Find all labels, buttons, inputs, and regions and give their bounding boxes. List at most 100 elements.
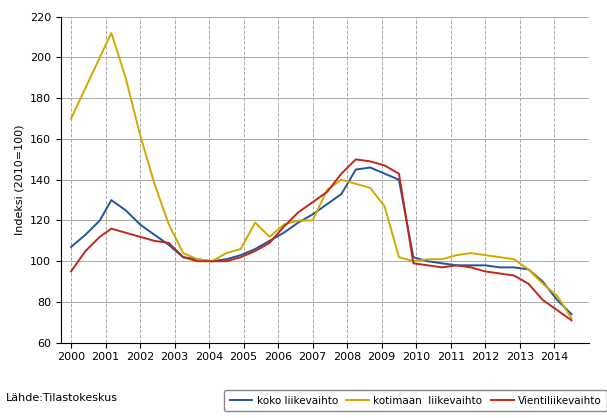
koko liikevaihto (96, 218, 103, 223)
Vientiliikevaihto (395, 171, 402, 176)
Vientiliikevaihto (524, 281, 532, 286)
koko liikevaihto (395, 177, 402, 182)
koko liikevaihto (524, 267, 532, 272)
Vientiliikevaihto (237, 255, 245, 260)
koko liikevaihto (137, 222, 144, 227)
Vientiliikevaihto (137, 234, 144, 239)
koko liikevaihto (251, 247, 259, 252)
kotimaan  liikevaihto (67, 116, 75, 121)
Line: koko liikevaihto: koko liikevaihto (71, 168, 572, 314)
Vientiliikevaihto (266, 240, 273, 245)
kotimaan  liikevaihto (438, 257, 446, 262)
koko liikevaihto (122, 208, 129, 213)
kotimaan  liikevaihto (453, 252, 460, 257)
kotimaan  liikevaihto (395, 255, 402, 260)
kotimaan  liikevaihto (539, 281, 546, 286)
Vientiliikevaihto (424, 263, 432, 268)
kotimaan  liikevaihto (107, 31, 115, 36)
koko liikevaihto (438, 261, 446, 266)
koko liikevaihto (337, 191, 345, 196)
kotimaan  liikevaihto (82, 86, 89, 91)
Vientiliikevaihto (251, 249, 259, 254)
Legend: koko liikevaihto, kotimaan  liikevaihto, Vientiliikevaihto: koko liikevaihto, kotimaan liikevaihto, … (225, 390, 606, 411)
koko liikevaihto (280, 230, 288, 235)
Vientiliikevaihto (337, 171, 345, 176)
Vientiliikevaihto (107, 226, 115, 231)
Vientiliikevaihto (510, 273, 518, 278)
Line: Vientiliikevaihto: Vientiliikevaihto (71, 159, 572, 320)
koko liikevaihto (82, 232, 89, 237)
Line: kotimaan  liikevaihto: kotimaan liikevaihto (71, 33, 572, 319)
kotimaan  liikevaihto (568, 316, 575, 321)
Vientiliikevaihto (122, 230, 129, 235)
koko liikevaihto (367, 165, 374, 170)
kotimaan  liikevaihto (352, 181, 359, 186)
kotimaan  liikevaihto (122, 75, 129, 80)
koko liikevaihto (309, 212, 316, 217)
Vientiliikevaihto (208, 259, 215, 264)
koko liikevaihto (453, 263, 460, 268)
koko liikevaihto (237, 252, 245, 257)
Y-axis label: Indeksi (2010=100): Indeksi (2010=100) (14, 125, 24, 235)
Vientiliikevaihto (554, 308, 561, 313)
Vientiliikevaihto (352, 157, 359, 162)
Vientiliikevaihto (539, 298, 546, 303)
Vientiliikevaihto (67, 269, 75, 274)
kotimaan  liikevaihto (266, 234, 273, 239)
koko liikevaihto (554, 298, 561, 303)
Vientiliikevaihto (568, 318, 575, 323)
koko liikevaihto (324, 201, 331, 206)
kotimaan  liikevaihto (151, 181, 158, 186)
kotimaan  liikevaihto (294, 218, 302, 223)
Vientiliikevaihto (180, 255, 187, 260)
Vientiliikevaihto (194, 259, 202, 264)
koko liikevaihto (67, 245, 75, 250)
Vientiliikevaihto (280, 224, 288, 229)
kotimaan  liikevaihto (554, 293, 561, 298)
Vientiliikevaihto (481, 269, 489, 274)
kotimaan  liikevaihto (280, 222, 288, 227)
kotimaan  liikevaihto (137, 133, 144, 138)
kotimaan  liikevaihto (165, 222, 172, 227)
kotimaan  liikevaihto (309, 218, 316, 223)
koko liikevaihto (208, 259, 215, 264)
koko liikevaihto (223, 257, 230, 262)
Vientiliikevaihto (151, 238, 158, 243)
koko liikevaihto (510, 265, 518, 270)
kotimaan  liikevaihto (481, 252, 489, 257)
koko liikevaihto (381, 171, 388, 176)
kotimaan  liikevaihto (367, 185, 374, 190)
Text: Lähde:Tilastokeskus: Lähde:Tilastokeskus (6, 393, 118, 403)
kotimaan  liikevaihto (180, 250, 187, 255)
kotimaan  liikevaihto (510, 257, 518, 262)
koko liikevaihto (294, 220, 302, 225)
koko liikevaihto (568, 312, 575, 317)
Vientiliikevaihto (438, 265, 446, 270)
kotimaan  liikevaihto (337, 177, 345, 182)
koko liikevaihto (352, 167, 359, 172)
koko liikevaihto (266, 238, 273, 243)
kotimaan  liikevaihto (208, 259, 215, 264)
koko liikevaihto (194, 257, 202, 262)
kotimaan  liikevaihto (324, 187, 331, 192)
kotimaan  liikevaihto (496, 255, 503, 260)
kotimaan  liikevaihto (424, 257, 432, 262)
kotimaan  liikevaihto (381, 204, 388, 209)
kotimaan  liikevaihto (194, 257, 202, 262)
kotimaan  liikevaihto (237, 247, 245, 252)
kotimaan  liikevaihto (467, 250, 475, 255)
koko liikevaihto (410, 255, 417, 260)
Vientiliikevaihto (96, 234, 103, 239)
Vientiliikevaihto (309, 200, 316, 205)
Vientiliikevaihto (367, 159, 374, 164)
kotimaan  liikevaihto (410, 259, 417, 264)
koko liikevaihto (424, 259, 432, 264)
koko liikevaihto (165, 242, 172, 247)
koko liikevaihto (107, 198, 115, 203)
Vientiliikevaihto (453, 263, 460, 268)
Vientiliikevaihto (496, 271, 503, 276)
Vientiliikevaihto (294, 210, 302, 215)
kotimaan  liikevaihto (524, 267, 532, 272)
koko liikevaihto (539, 279, 546, 284)
koko liikevaihto (496, 265, 503, 270)
